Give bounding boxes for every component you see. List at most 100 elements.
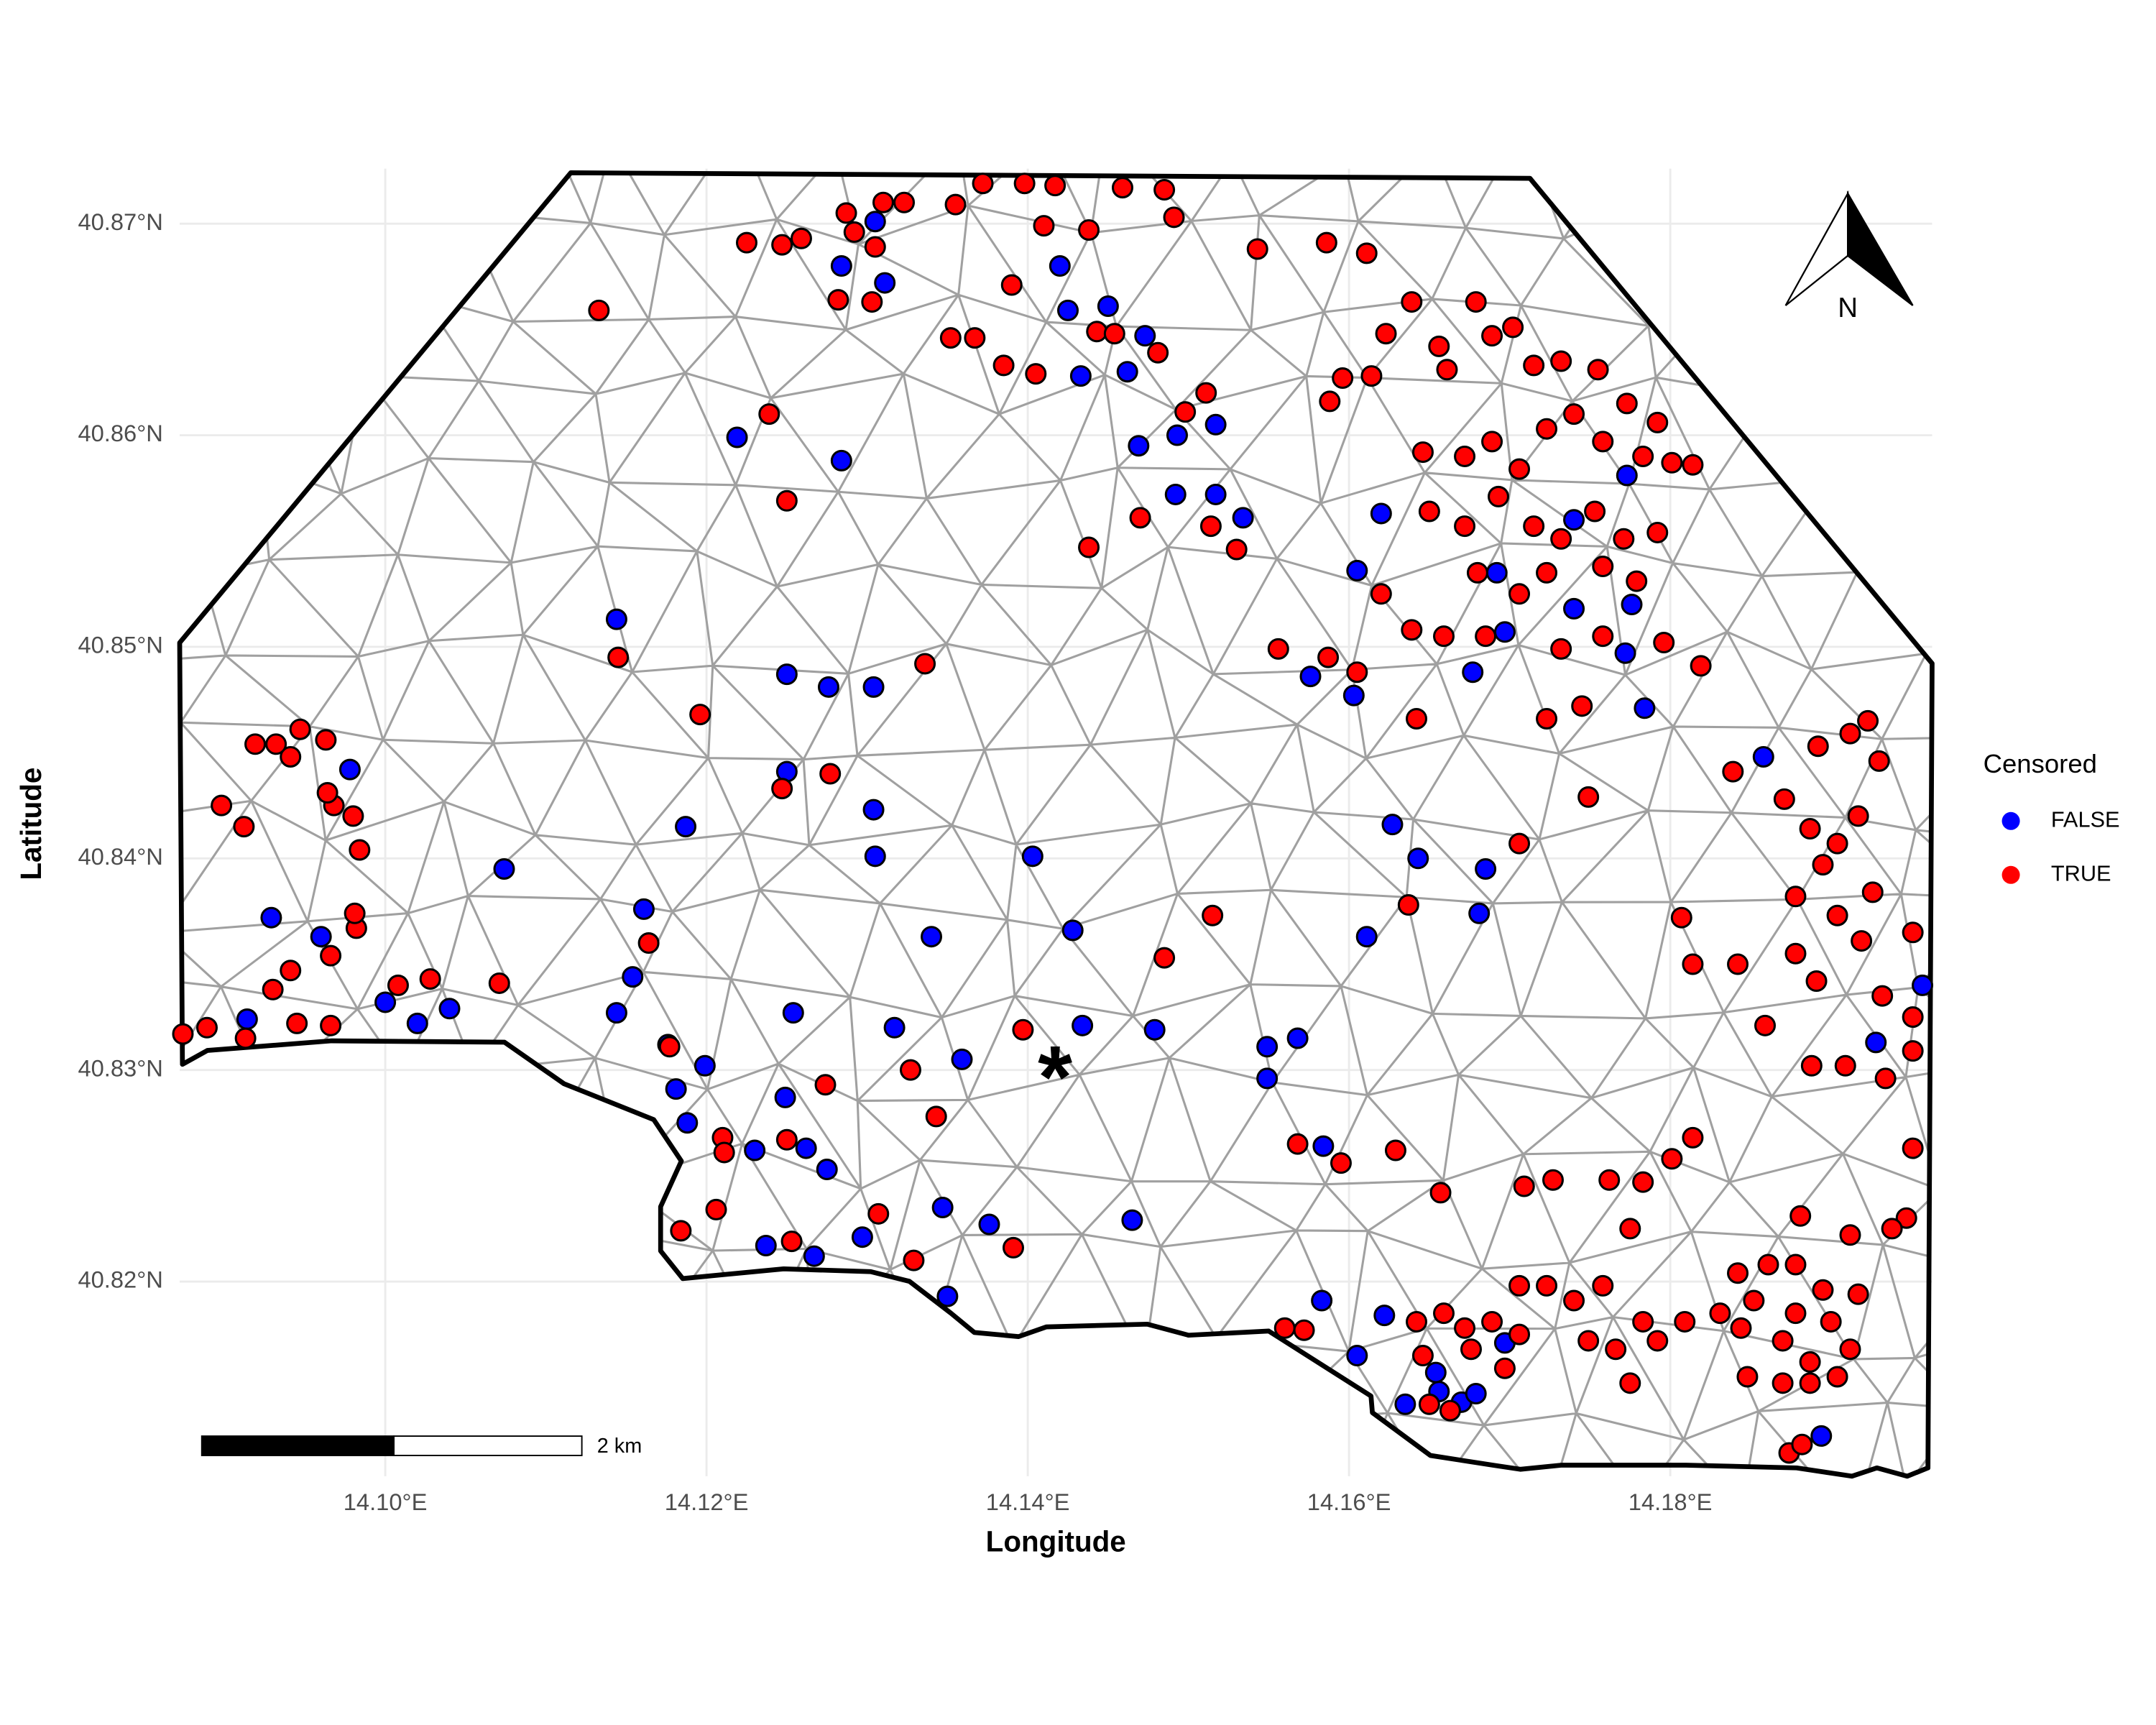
point <box>262 978 284 1000</box>
point <box>1128 435 1150 457</box>
point <box>280 960 302 982</box>
point <box>320 944 342 967</box>
point <box>1454 445 1476 467</box>
point <box>1799 1351 1821 1373</box>
north-arrow-right <box>1847 190 1914 306</box>
point <box>1078 536 1100 558</box>
point <box>315 729 337 751</box>
point <box>344 902 366 924</box>
point <box>1626 570 1648 592</box>
point <box>1902 1006 1924 1029</box>
point <box>1342 684 1365 707</box>
point <box>1865 1031 1887 1054</box>
point <box>782 1002 804 1024</box>
legend-swatch <box>2001 865 2020 884</box>
point <box>195 1016 218 1039</box>
point <box>1315 231 1337 254</box>
point <box>921 926 943 948</box>
point <box>1605 1338 1627 1361</box>
point <box>1044 175 1067 197</box>
y-tick-label: 40.86°N <box>78 420 162 446</box>
point <box>1912 974 1934 996</box>
point <box>1799 1372 1821 1394</box>
point <box>286 1012 308 1034</box>
point <box>1621 594 1643 616</box>
point <box>1033 215 1055 237</box>
point <box>694 1054 716 1077</box>
point <box>1661 451 1683 474</box>
point <box>1462 661 1484 684</box>
point <box>406 1012 428 1034</box>
point <box>744 1139 766 1162</box>
scale-bar-label: 2 km <box>597 1435 642 1458</box>
point <box>1346 661 1368 684</box>
point <box>1346 559 1368 581</box>
point <box>1598 1169 1621 1191</box>
point <box>1592 1274 1614 1297</box>
point <box>1634 697 1656 719</box>
point <box>1577 1330 1600 1352</box>
point <box>320 1014 342 1036</box>
point <box>1153 947 1176 969</box>
point <box>588 299 610 321</box>
point <box>1481 431 1503 453</box>
point <box>1592 625 1614 648</box>
point <box>1508 1274 1531 1297</box>
point <box>1454 515 1476 538</box>
point <box>1577 786 1600 808</box>
point <box>1587 359 1609 381</box>
point <box>1481 1310 1503 1333</box>
point <box>931 1196 954 1218</box>
point <box>1418 1393 1440 1415</box>
point <box>1563 1289 1585 1312</box>
point <box>819 763 842 785</box>
point <box>1273 1317 1296 1339</box>
point <box>1563 509 1585 531</box>
point <box>1727 953 1749 975</box>
point <box>1847 805 1869 827</box>
point <box>675 816 697 838</box>
point <box>260 906 282 929</box>
y-tick-label: 40.84°N <box>78 843 162 870</box>
point <box>1111 177 1133 199</box>
point <box>1727 1262 1749 1284</box>
point <box>316 782 338 804</box>
point <box>978 1213 1000 1236</box>
point <box>1868 750 1890 772</box>
y-tick-label: 40.85°N <box>78 632 162 658</box>
point <box>1468 902 1491 924</box>
point <box>1428 335 1450 357</box>
point <box>1847 1283 1869 1305</box>
point <box>289 718 311 740</box>
point <box>755 1234 777 1256</box>
point <box>1454 1317 1476 1339</box>
north-arrow: N <box>1784 190 1914 323</box>
point <box>1373 1305 1396 1327</box>
point <box>1433 625 1455 648</box>
point <box>1502 316 1524 339</box>
point <box>1286 1027 1309 1049</box>
point <box>1460 1338 1482 1361</box>
point <box>438 998 461 1020</box>
point <box>1411 441 1434 464</box>
point <box>1433 1302 1455 1325</box>
point <box>1632 445 1654 467</box>
point <box>872 191 894 213</box>
point <box>1407 847 1429 870</box>
point <box>1401 619 1423 641</box>
point <box>689 704 711 726</box>
point <box>1550 638 1572 660</box>
point <box>1614 642 1636 664</box>
point <box>830 255 852 277</box>
point <box>234 1027 257 1049</box>
point <box>1078 218 1100 241</box>
point <box>342 805 364 827</box>
point <box>1536 561 1558 584</box>
point <box>1475 625 1497 648</box>
point <box>830 449 852 472</box>
point <box>1839 722 1861 745</box>
scale-bar-white <box>393 1435 583 1456</box>
point <box>1204 483 1227 505</box>
point <box>493 857 515 880</box>
point <box>713 1141 735 1164</box>
